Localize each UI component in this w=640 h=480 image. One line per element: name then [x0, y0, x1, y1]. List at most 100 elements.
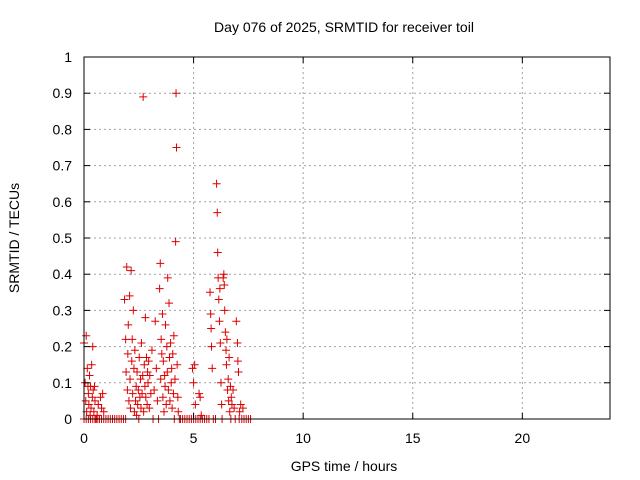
data-point [225, 353, 234, 362]
data-point [84, 389, 93, 398]
data-point [207, 324, 216, 333]
data-point [122, 262, 131, 271]
data-point [138, 389, 147, 398]
points-layer [80, 89, 255, 423]
data-point [156, 375, 165, 384]
data-point [94, 400, 103, 409]
y-tick-label: 0.8 [53, 121, 73, 137]
data-point [158, 310, 167, 319]
data-point [172, 143, 181, 152]
data-point [142, 353, 151, 362]
data-point [128, 335, 137, 344]
data-point [158, 393, 167, 402]
data-point [206, 310, 215, 319]
data-point [212, 179, 221, 188]
data-point [196, 393, 205, 402]
data-point [188, 364, 197, 373]
data-point [155, 284, 164, 293]
data-point [236, 400, 245, 409]
data-point [130, 346, 139, 355]
data-point [141, 393, 150, 402]
data-point [222, 360, 231, 369]
data-point [220, 306, 229, 315]
data-point [234, 367, 243, 376]
data-point [126, 375, 135, 384]
data-point [167, 378, 176, 387]
data-point [138, 371, 147, 380]
data-point [90, 382, 99, 391]
data-point [88, 342, 97, 351]
data-point [157, 349, 166, 358]
data-point [150, 386, 159, 395]
data-point [89, 407, 98, 416]
data-point [162, 342, 171, 351]
grid-layer [84, 57, 610, 419]
data-point [232, 317, 241, 326]
data-point [99, 407, 108, 416]
data-point [163, 273, 172, 282]
data-point [173, 360, 182, 369]
data-point [130, 407, 139, 416]
data-point [219, 273, 228, 282]
data-point [222, 335, 231, 344]
data-point [238, 404, 247, 413]
data-point [230, 404, 239, 413]
y-tick-label: 0.5 [53, 230, 73, 246]
data-point [127, 357, 136, 366]
data-point [125, 291, 134, 300]
x-tick-label: 0 [80, 430, 88, 446]
data-point [224, 375, 233, 384]
data-point [191, 400, 200, 409]
data-point [137, 338, 146, 347]
data-point [189, 378, 198, 387]
data-point [217, 400, 226, 409]
data-point [87, 360, 96, 369]
data-point [127, 266, 136, 275]
data-point [157, 335, 166, 344]
data-point [132, 382, 141, 391]
data-point [120, 295, 129, 304]
data-point [144, 357, 153, 366]
data-point [159, 357, 168, 366]
x-tick-label: 10 [295, 430, 311, 446]
y-tick-label: 0.3 [53, 302, 73, 318]
data-point [162, 400, 171, 409]
y-tick-label: 0 [64, 411, 72, 427]
data-point [164, 386, 173, 395]
data-point [215, 284, 224, 293]
data-point [221, 328, 230, 337]
y-axis-title: SRMTID / TECUs [6, 183, 22, 293]
data-point [215, 317, 224, 326]
data-point [134, 386, 143, 395]
data-point [140, 360, 149, 369]
y-tick-label: 0.2 [53, 339, 73, 355]
data-point [98, 389, 107, 398]
data-point [135, 353, 144, 362]
data-point [123, 386, 132, 395]
data-point [225, 407, 234, 416]
data-point [233, 357, 242, 366]
data-point [96, 393, 105, 402]
data-point [171, 237, 180, 246]
data-point [235, 407, 244, 416]
data-point [122, 367, 131, 376]
data-point [165, 396, 174, 405]
x-tick-label: 5 [190, 430, 198, 446]
data-point [161, 320, 170, 329]
chart-title: Day 076 of 2025, SRMTID for receiver toi… [214, 19, 474, 35]
data-point [165, 299, 174, 308]
data-point [145, 404, 154, 413]
data-point [83, 364, 92, 373]
data-point [169, 389, 178, 398]
data-point [143, 367, 152, 376]
data-point [206, 288, 215, 297]
data-point [208, 364, 217, 373]
data-point [195, 389, 204, 398]
ticks-layer [83, 56, 610, 420]
data-point [89, 386, 98, 395]
data-point [123, 349, 132, 358]
data-point [146, 389, 155, 398]
data-point [163, 367, 172, 376]
data-point [159, 407, 168, 416]
